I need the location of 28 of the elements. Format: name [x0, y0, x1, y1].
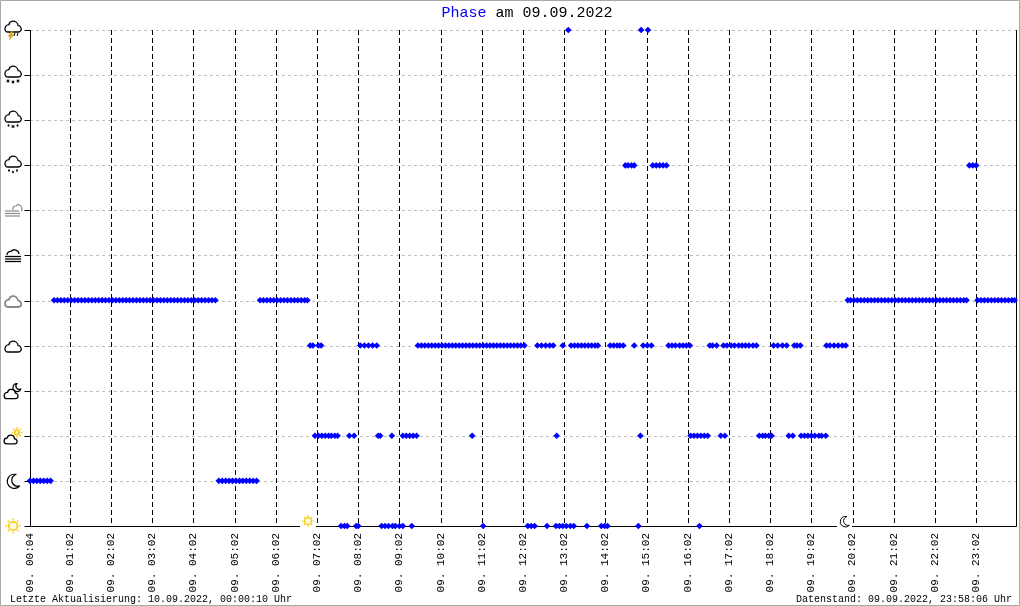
x-tick-label: 09. 19:02	[805, 533, 818, 593]
x-tick-label: 09. 12:02	[516, 533, 529, 593]
text: Phase	[441, 4, 487, 22]
x-tick-label: 09. 04:02	[187, 533, 200, 593]
x-tick-label: 09. 21:02	[887, 533, 900, 593]
chart-title: am 09.09.2022	[495, 4, 613, 22]
x-tick-label: 09. 13:02	[558, 533, 571, 593]
x-tick-label: 09. 02:02	[104, 533, 117, 593]
x-tick-label: 09. 11:02	[475, 533, 488, 593]
x-tick-label: 09. 06:02	[269, 533, 282, 593]
x-tick-label: 09. 15:02	[640, 533, 653, 593]
x-tick-label: 09. 23:02	[970, 533, 983, 593]
x-tick-label: 09. 20:02	[846, 533, 859, 593]
x-tick-label: 09. 14:02	[599, 533, 612, 593]
x-tick-label: 09. 08:02	[352, 533, 365, 593]
x-tick-label: 09. 18:02	[764, 533, 777, 593]
text: Datenstand: 09.09.2022, 23:58:06 Uhr	[795, 594, 1012, 605]
x-tick-label: 09. 09:02	[393, 533, 406, 593]
x-tick-label: 09. 01:02	[63, 533, 76, 593]
x-tick-label: 09. 16:02	[681, 533, 694, 593]
x-tick-label: 09. 05:02	[228, 533, 241, 593]
x-tick-label: 09. 10:02	[434, 533, 447, 593]
x-tick-label: 09. 22:02	[928, 533, 941, 593]
x-tick-label: 09. 07:02	[310, 533, 323, 593]
x-tick-label: 09. 03:02	[146, 533, 159, 593]
x-tick-label: 09. 00:04	[23, 532, 36, 593]
x-tick-label: 09. 17:02	[722, 533, 735, 593]
text: Letzte Aktualisierung: 10.09.2022, 00:00:10 Uhr	[10, 594, 293, 605]
